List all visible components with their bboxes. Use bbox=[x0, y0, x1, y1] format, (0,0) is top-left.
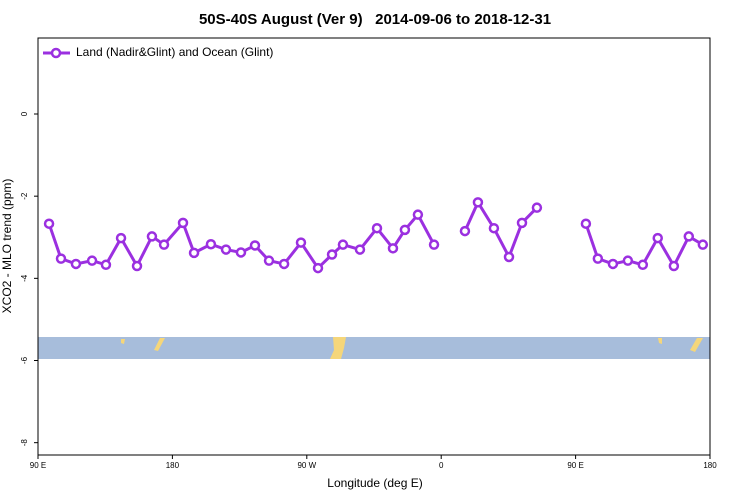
series-marker bbox=[387, 243, 399, 254]
series-marker bbox=[278, 258, 290, 270]
series-line bbox=[584, 223, 704, 270]
series-marker bbox=[412, 209, 424, 220]
series-marker bbox=[652, 232, 663, 244]
series-marker bbox=[503, 251, 515, 263]
series-marker bbox=[131, 260, 143, 272]
x-tick-label: 90 E bbox=[30, 461, 46, 470]
series-marker bbox=[488, 222, 500, 234]
chart-title: 50S-40S August (Ver 9) 2014-09-06 to 201… bbox=[199, 11, 551, 28]
ocean-band bbox=[38, 337, 710, 359]
series-marker bbox=[607, 258, 619, 270]
y-tick-label: -8 bbox=[20, 439, 29, 447]
land-patch bbox=[330, 337, 346, 359]
y-tick-label: -2 bbox=[20, 192, 29, 200]
series-marker bbox=[100, 259, 112, 271]
y-axis-label: XCO2 - MLO trend (ppm) bbox=[0, 179, 14, 314]
series-marker bbox=[637, 259, 649, 271]
series-marker bbox=[146, 231, 158, 242]
legend-label: Land (Nadir&Glint) and Ocean (Glint) bbox=[76, 45, 273, 59]
series-marker bbox=[220, 244, 232, 255]
land-patch bbox=[690, 338, 703, 352]
series-marker bbox=[683, 231, 695, 242]
series-marker bbox=[249, 240, 261, 251]
series-marker bbox=[263, 255, 275, 266]
series-line bbox=[463, 199, 538, 261]
plot-frame bbox=[37, 37, 711, 456]
series-marker bbox=[516, 217, 528, 229]
x-axis-label: Longitude (deg E) bbox=[327, 476, 422, 490]
series-marker bbox=[580, 218, 592, 229]
series-marker bbox=[428, 239, 440, 250]
series-marker bbox=[205, 238, 217, 250]
land-mask bbox=[38, 337, 710, 359]
series-marker bbox=[295, 237, 307, 248]
series-marker bbox=[55, 253, 67, 264]
series-marker bbox=[399, 224, 411, 236]
series-marker bbox=[371, 222, 383, 234]
series-marker bbox=[70, 258, 82, 270]
series-marker bbox=[115, 232, 127, 244]
series-marker bbox=[337, 239, 349, 250]
series-marker bbox=[472, 197, 484, 208]
series-marker bbox=[158, 239, 170, 250]
series-marker bbox=[188, 247, 200, 259]
x-tick-label: 180 bbox=[166, 461, 180, 470]
series-marker bbox=[235, 247, 247, 258]
land-patch bbox=[121, 339, 125, 344]
y-tick-label: -6 bbox=[20, 356, 29, 364]
legend-marker bbox=[50, 47, 62, 59]
series-marker bbox=[592, 253, 604, 264]
y-tick-label: -4 bbox=[20, 274, 29, 282]
x-tick-label: 90 W bbox=[297, 461, 316, 470]
series-marker bbox=[668, 260, 680, 272]
series-marker bbox=[177, 217, 189, 229]
series-marker bbox=[459, 225, 471, 237]
x-tick-label: 0 bbox=[439, 461, 444, 470]
series-marker bbox=[312, 262, 324, 274]
y-tick-label: 0 bbox=[20, 111, 29, 116]
x-tick-label: 90 E bbox=[567, 461, 583, 470]
land-patch bbox=[154, 338, 165, 351]
series-marker bbox=[622, 255, 634, 266]
series-marker bbox=[531, 202, 543, 213]
series-marker bbox=[86, 255, 98, 266]
series-marker bbox=[354, 244, 366, 255]
x-tick-label: 180 bbox=[703, 461, 717, 470]
series-marker bbox=[43, 218, 55, 229]
land-patch bbox=[658, 338, 662, 344]
series-marker bbox=[697, 239, 709, 250]
series-marker bbox=[326, 249, 338, 260]
